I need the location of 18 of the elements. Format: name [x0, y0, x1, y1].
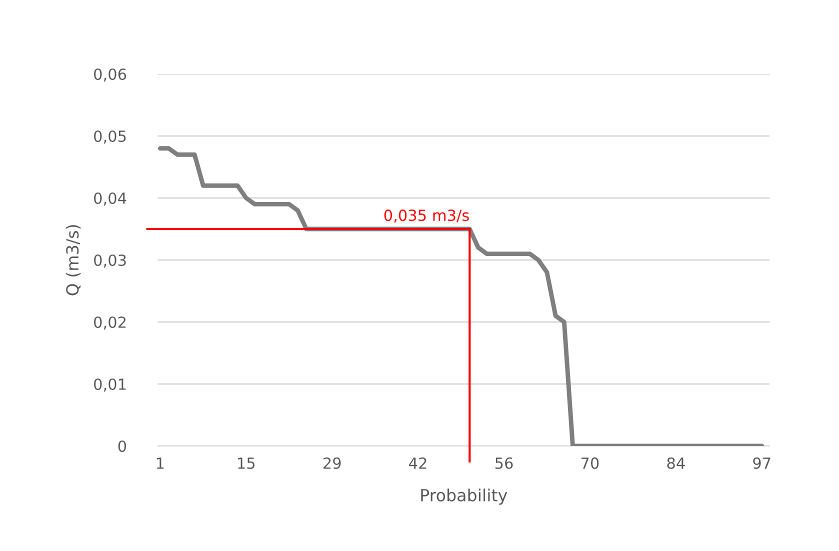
- y-tick-label: 0: [118, 440, 126, 452]
- y-tick-label: 0,01: [94, 378, 126, 392]
- y-tick-label: 0,05: [94, 130, 126, 144]
- x-tick-label: 15: [238, 458, 255, 469]
- x-tick-label: 70: [581, 457, 599, 469]
- ref-line-label: 0,035 m3/s: [384, 210, 469, 223]
- x-tick-label: 56: [495, 457, 513, 469]
- y-tick-label: 0,06: [94, 68, 126, 82]
- y-tick-label: 0,03: [94, 254, 126, 268]
- y-tick-label: 0,04: [94, 192, 126, 206]
- x-tick-label: 84: [667, 457, 685, 469]
- x-tick-label: 42: [409, 457, 426, 469]
- x-tick-label: 1: [157, 458, 164, 469]
- x-tick-label: 97: [753, 457, 770, 469]
- x-tick-label: 29: [324, 457, 341, 469]
- y-axis-title: Q (m3/s): [66, 225, 81, 296]
- y-tick-label: 0,02: [94, 316, 126, 330]
- x-axis-title: Probability: [421, 488, 508, 505]
